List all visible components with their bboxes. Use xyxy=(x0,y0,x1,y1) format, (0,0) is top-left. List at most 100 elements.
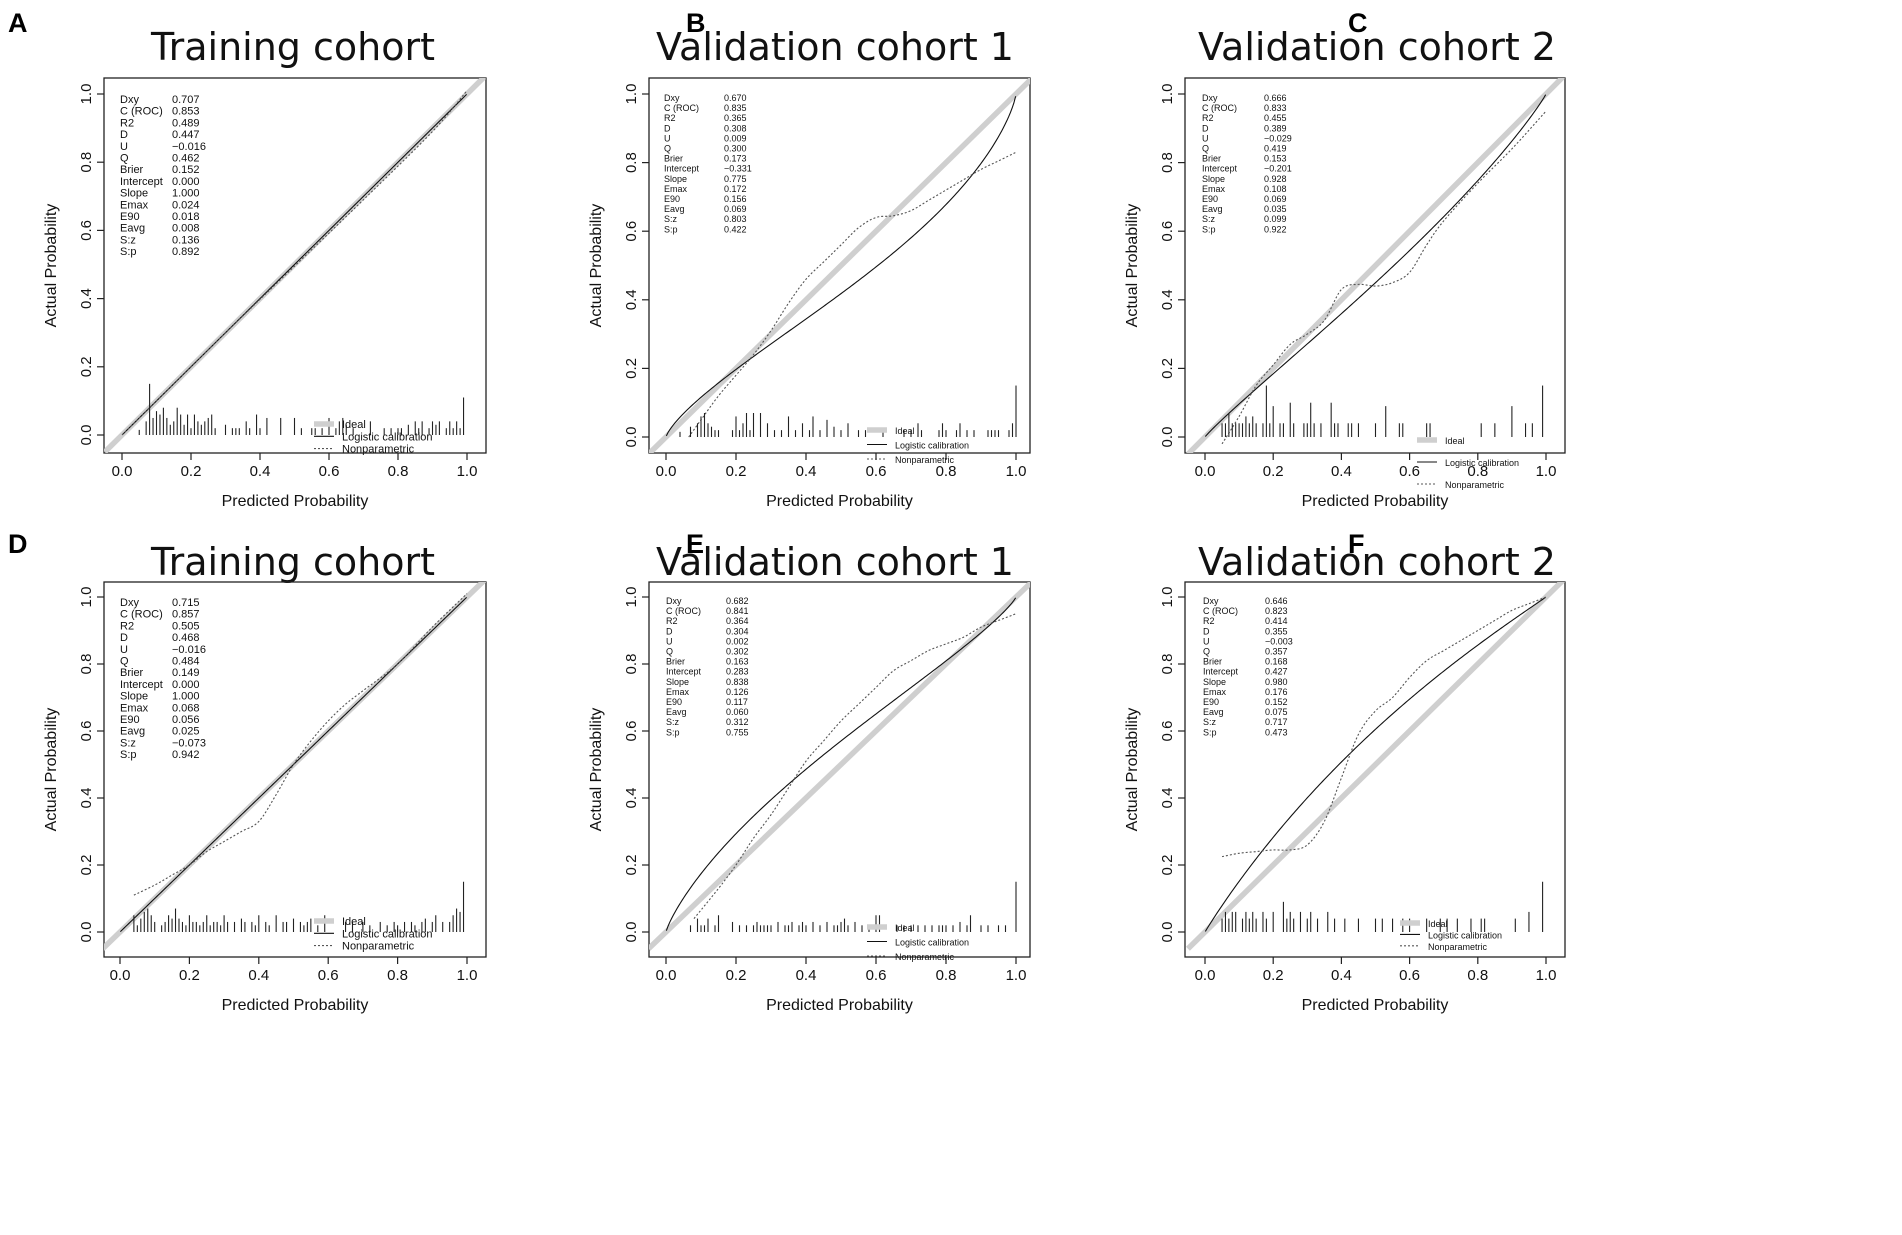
y-tick-label: 1.0 xyxy=(1159,84,1176,105)
stat-value: 0.473 xyxy=(1265,727,1288,737)
rug-ticks xyxy=(1221,881,1544,932)
stat-label: C (ROC) xyxy=(1203,606,1238,616)
stat-value: 1.000 xyxy=(172,691,200,703)
stat-label: R2 xyxy=(1203,616,1215,626)
x-tick-label: 0.8 xyxy=(1467,967,1488,984)
legend-label-nonparametric: Nonparametric xyxy=(342,941,415,953)
stat-value: 0.009 xyxy=(724,133,747,143)
stat-label: E90 xyxy=(1203,697,1219,707)
x-tick-label: 0.2 xyxy=(181,463,202,480)
x-tick-label: 0.6 xyxy=(866,967,887,984)
stats-table: Dxy 0.707 C (ROC) 0.853 R2 0.489 D 0.447 U −0.016… xyxy=(120,94,206,258)
x-tick-label: 1.0 xyxy=(1006,463,1027,480)
stat-label: Emax xyxy=(120,702,149,714)
stat-label: S:p xyxy=(1203,727,1217,737)
stat-label: D xyxy=(664,123,671,133)
stat-label: E90 xyxy=(120,211,140,223)
stat-value: 0.427 xyxy=(1265,667,1288,677)
stat-label: Eavg xyxy=(1203,707,1224,717)
legend-label-logistic: Logistic calibration xyxy=(1445,458,1519,468)
stat-value: 0.414 xyxy=(1265,616,1288,626)
legend-label-ideal: Ideal xyxy=(342,419,366,431)
stat-value: 0.682 xyxy=(726,596,749,606)
stat-label: Q xyxy=(664,144,671,154)
x-tick-label: 0.6 xyxy=(318,967,339,984)
stat-label: Brier xyxy=(120,164,144,176)
stat-value: 0.163 xyxy=(726,657,749,667)
stat-label: Slope xyxy=(666,677,689,687)
stat-value: 0.302 xyxy=(726,647,749,657)
stat-label: R2 xyxy=(1202,113,1214,123)
stat-value: 0.173 xyxy=(724,154,747,164)
legend-label-logistic: Logistic calibration xyxy=(895,441,969,451)
stat-label: Emax xyxy=(664,184,688,194)
ideal-line xyxy=(1186,582,1565,951)
stat-value: 0.025 xyxy=(172,726,200,738)
x-axis-label: Predicted Probability xyxy=(766,493,913,510)
stat-label: E90 xyxy=(120,714,140,726)
stat-label: U xyxy=(664,133,671,143)
stat-label: Emax xyxy=(120,199,149,211)
stat-value: 0.892 xyxy=(172,246,200,258)
legend-label-logistic: Logistic calibration xyxy=(895,938,969,948)
y-tick-label: 0.2 xyxy=(1159,358,1176,379)
plot-frame xyxy=(103,77,487,454)
legend-label-ideal: Ideal xyxy=(895,426,915,436)
stats-table: Dxy 0.715 C (ROC) 0.857 R2 0.505 D 0.468 U −0.016… xyxy=(120,597,206,761)
x-tick-label: 0.8 xyxy=(1467,463,1488,480)
x-tick-label: 0.4 xyxy=(1331,967,1352,984)
x-tick-label: 1.0 xyxy=(1536,967,1557,984)
nonparametric-curve xyxy=(133,593,468,896)
x-tick-label: 0.2 xyxy=(179,967,200,984)
stat-value: 0.300 xyxy=(724,144,747,154)
stat-label: Dxy xyxy=(1202,93,1218,103)
legend-label-nonparametric: Nonparametric xyxy=(895,455,955,465)
y-tick-label: 0.4 xyxy=(1159,788,1176,809)
stat-label: U xyxy=(120,141,128,153)
stat-label: Dxy xyxy=(666,596,682,606)
stat-label: Eavg xyxy=(664,204,685,214)
y-tick-label: 0.4 xyxy=(78,788,95,809)
x-tick-label: 0.0 xyxy=(112,463,133,480)
x-tick-label: 0.4 xyxy=(796,463,817,480)
stat-value: 0.176 xyxy=(1265,687,1288,697)
stat-value: 0.075 xyxy=(1265,707,1288,717)
stat-value: 0.455 xyxy=(1264,113,1287,123)
stat-label: R2 xyxy=(120,117,134,129)
stat-value: 0.069 xyxy=(724,204,747,214)
x-axis-label: Predicted Probability xyxy=(222,997,369,1014)
stat-label: C (ROC) xyxy=(664,103,699,113)
stat-value: 0.755 xyxy=(726,727,749,737)
panel-title: Validation cohort 2 xyxy=(1198,540,1556,584)
stat-label: Emax xyxy=(1202,184,1226,194)
legend: Ideal Logistic calibration Nonparametric xyxy=(867,426,969,465)
plot-area xyxy=(649,78,1030,453)
stat-value: 0.389 xyxy=(1264,123,1287,133)
stat-label: Intercept xyxy=(664,164,700,174)
stat-value: 0.980 xyxy=(1265,677,1288,687)
stat-label: Eavg xyxy=(1202,204,1223,214)
x-tick-label: 0.6 xyxy=(1399,463,1420,480)
stat-label: C (ROC) xyxy=(120,609,163,621)
x-tick-label: 0.4 xyxy=(796,967,817,984)
stat-label: Eavg xyxy=(666,707,687,717)
y-axis-label: Actual Probability xyxy=(43,708,60,832)
y-axis-label: Actual Probability xyxy=(588,204,605,328)
stat-value: −0.331 xyxy=(724,164,752,174)
x-axis-label: Predicted Probability xyxy=(1302,493,1449,510)
stat-label: R2 xyxy=(120,620,134,632)
stat-value: 0.108 xyxy=(1264,184,1287,194)
stat-value: 0.117 xyxy=(726,697,748,707)
legend-label-nonparametric: Nonparametric xyxy=(1428,942,1488,952)
stat-value: 0.357 xyxy=(1265,647,1288,657)
x-tick-label: 0.0 xyxy=(656,463,677,480)
stat-label: E90 xyxy=(664,194,680,204)
y-tick-label: 0.4 xyxy=(1159,289,1176,310)
stat-label: U xyxy=(666,636,673,646)
stat-value: 0.484 xyxy=(172,656,200,668)
stat-label: S:p xyxy=(120,246,137,258)
stat-label: Q xyxy=(120,656,129,668)
panel-letter: A xyxy=(8,8,28,38)
